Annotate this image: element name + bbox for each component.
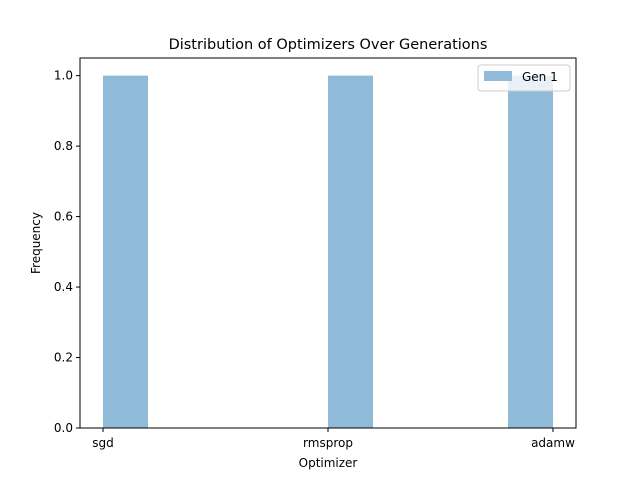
y-tick-label: 0.0	[54, 421, 73, 435]
legend-swatch	[484, 71, 512, 81]
y-tick-label: 0.2	[54, 351, 73, 365]
x-axis-label: Optimizer	[299, 456, 358, 470]
y-tick-label: 0.8	[54, 139, 73, 153]
plot-frame	[79, 57, 577, 429]
y-axis-label: Frequency	[29, 212, 43, 274]
legend-label: Gen 1	[522, 70, 558, 84]
bar-sgd	[103, 75, 148, 428]
bar-adamw	[508, 75, 553, 428]
bars-group	[103, 75, 553, 428]
x-tick-label-adamw: adamw	[531, 436, 575, 450]
bar-rmsprop	[328, 75, 373, 428]
chart-title: Distribution of Optimizers Over Generati…	[169, 37, 488, 53]
y-tick-label: 0.4	[54, 280, 73, 294]
y-tick-label: 1.0	[54, 69, 73, 83]
y-axis: 0.0 0.2 0.4 0.6 0.8 1.0	[54, 69, 80, 435]
x-tick-label-sgd: sgd	[92, 436, 114, 450]
x-tick-label-rmsprop: rmsprop	[303, 436, 353, 450]
legend: Gen 1	[477, 64, 571, 92]
y-tick-label: 0.6	[54, 210, 73, 224]
x-axis: sgd rmsprop adamw	[92, 428, 575, 450]
